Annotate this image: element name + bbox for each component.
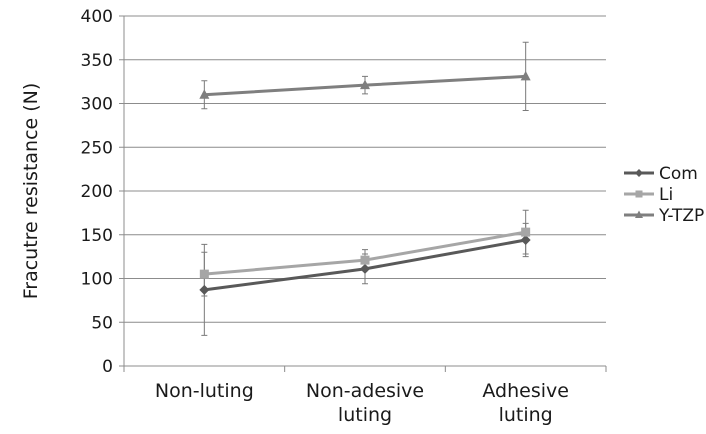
y-tick-label-100: 100: [81, 270, 113, 290]
legend-marker-com: [635, 169, 643, 177]
series-markers: [199, 70, 531, 295]
marker-com-1: [360, 263, 370, 274]
y-tick-labels: 0 50 100 150 200 250 300 350 400: [81, 7, 113, 377]
y-tick-label-200: 200: [81, 182, 113, 202]
y-tick-label-350: 350: [81, 51, 113, 71]
y-tick-label-250: 250: [81, 138, 113, 158]
legend-item-y-tzp: Y-TZP: [624, 206, 704, 226]
y-tick-label-150: 150: [81, 226, 113, 246]
x-tick-label-0: Non-luting: [155, 380, 254, 402]
x-tick-label-2: Adhesive luting: [482, 380, 569, 426]
axes: [119, 15, 607, 372]
marker-li-2: [521, 227, 531, 237]
legend-label-com: Com: [659, 164, 698, 184]
y-tick-label-300: 300: [81, 95, 113, 115]
legend-marker-li: [635, 190, 643, 198]
y-axis-title: Fracutre resistance (N): [20, 83, 42, 300]
y-tick-label-400: 400: [81, 7, 113, 27]
marker-li-0: [199, 269, 209, 279]
legend-marker-y-tzp: [635, 210, 643, 218]
y-tick-label-0: 0: [102, 357, 113, 377]
y-tick-label-50: 50: [91, 313, 113, 333]
marker-com-0: [199, 284, 210, 295]
legend-label-li: Li: [659, 185, 673, 205]
x-tick-label-1: Non-adesive luting: [306, 380, 424, 426]
marker-li-1: [360, 255, 370, 265]
legend-item-com: Com: [624, 164, 698, 184]
legend-item-li: Li: [624, 185, 673, 205]
x-tick-labels: Non-luting Non-adesive luting Adhesive lutin…: [155, 380, 569, 426]
marker-y-tzp-0: [199, 89, 210, 99]
marker-y-tzp-2: [520, 70, 531, 81]
legend-label-y-tzp: Y-TZP: [658, 206, 704, 226]
marker-y-tzp-1: [360, 79, 370, 90]
marker-com-2: [520, 235, 531, 245]
